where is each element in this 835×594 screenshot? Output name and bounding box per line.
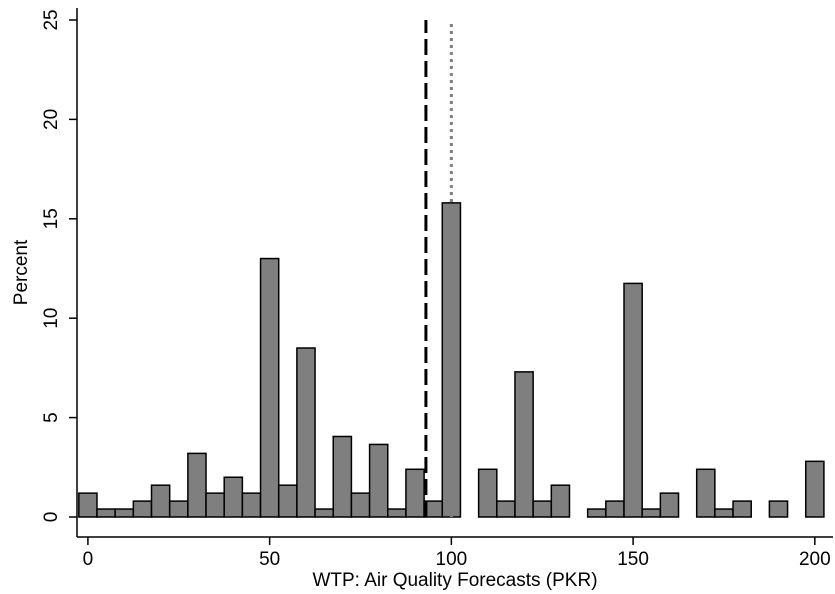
bar-55 [277, 484, 298, 518]
bar-130 [550, 484, 571, 518]
bar-30 [187, 452, 207, 518]
bar-145 [605, 500, 625, 518]
bar-200 [804, 460, 825, 518]
bar-125 [532, 500, 553, 518]
bar-155 [641, 508, 662, 518]
x-tick-label-50: 50 [259, 549, 280, 570]
x-ticks-group: 0 50 100 150 200 [83, 537, 831, 570]
bar-85 [387, 508, 407, 518]
bar-115 [496, 500, 516, 518]
bar-80 [368, 443, 389, 518]
y-tick-label-20: 20 [41, 109, 62, 130]
bar-75 [350, 492, 371, 518]
bar-175 [714, 508, 734, 518]
bar-150 [623, 282, 643, 518]
bar-140 [586, 508, 607, 518]
bar-50 [259, 257, 280, 518]
bar-0 [78, 492, 98, 518]
bar-10 [114, 508, 135, 518]
bar-45 [241, 492, 262, 518]
bar-65 [314, 508, 334, 518]
bar-20 [150, 484, 171, 518]
y-tick-label-25: 25 [41, 9, 62, 30]
x-axis-title: WTP: Air Quality Forecasts (PKR) [312, 570, 597, 591]
reference-lines-group [424, 19, 453, 517]
bar-70 [332, 435, 353, 518]
bar-40 [223, 476, 244, 518]
bar-170 [695, 468, 716, 518]
y-ticks-group: 0 5 10 15 20 25 [41, 9, 77, 522]
bar-90 [405, 468, 425, 518]
bar-25 [168, 500, 189, 518]
bar-5 [96, 508, 116, 518]
y-tick-label-0: 0 [41, 512, 62, 523]
y-axis-title: Percent [11, 239, 32, 305]
bar-120 [514, 371, 534, 518]
x-tick-label-200: 200 [799, 549, 831, 570]
x-tick-label-150: 150 [617, 549, 649, 570]
bar-160 [659, 492, 680, 518]
bar-190 [768, 500, 789, 518]
bar-110 [477, 468, 498, 518]
bar-60 [296, 347, 316, 518]
y-tick-label-10: 10 [41, 308, 62, 329]
y-tick-label-15: 15 [41, 208, 62, 229]
bar-35 [205, 492, 225, 518]
x-tick-label-100: 100 [436, 549, 468, 570]
y-tick-label-5: 5 [41, 412, 62, 423]
bar-180 [732, 500, 752, 518]
x-tick-label-0: 0 [83, 549, 94, 570]
bar-15 [132, 500, 153, 518]
bars-group [78, 202, 825, 518]
